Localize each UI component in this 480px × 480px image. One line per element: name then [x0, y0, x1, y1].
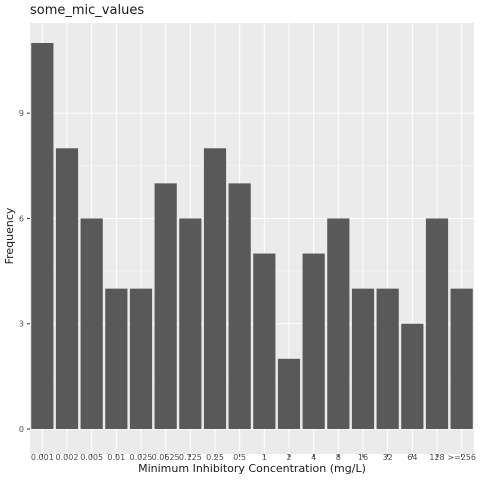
- x-axis-title: Minimum Inhibitory Concentration (mg/L): [138, 462, 366, 475]
- x-tick-label: 4: [311, 453, 316, 462]
- x-tick-label: 32: [383, 453, 393, 462]
- y-axis: 0 3 6 9: [19, 109, 30, 434]
- x-tick-label: 2: [286, 453, 291, 462]
- bar: [376, 288, 399, 429]
- y-axis-title: Frequency: [3, 207, 16, 264]
- plot-panel: [30, 23, 474, 454]
- x-tick-label: 0.025: [130, 453, 153, 462]
- x-tick-label: 0.25: [206, 453, 224, 462]
- bars: [31, 43, 473, 430]
- bar: [253, 253, 276, 429]
- bar: [327, 218, 350, 429]
- x-tick-label: 16: [358, 453, 368, 462]
- bar: [277, 358, 301, 429]
- bar: [228, 183, 251, 429]
- y-tick-label: 6: [19, 214, 24, 223]
- bar: [179, 218, 202, 429]
- x-tick-label: 0.0625: [152, 453, 180, 462]
- bar: [302, 253, 325, 429]
- x-tick-label: 8: [336, 453, 341, 462]
- y-tick-label: 9: [19, 109, 24, 118]
- x-tick-label: 0.002: [56, 453, 79, 462]
- bar: [31, 43, 54, 429]
- bar: [450, 288, 473, 429]
- bar: [425, 218, 449, 429]
- x-axis: 0.001 0.002 0.005 0.01 0.025 0.0625 0.125 0.25 0…: [31, 453, 476, 462]
- x-tick-label: 64: [407, 453, 417, 462]
- bar: [105, 288, 128, 429]
- x-tick-label: 0.01: [107, 453, 125, 462]
- bar: [401, 323, 424, 429]
- bar: [129, 288, 153, 429]
- x-tick-label: 0.5: [233, 453, 246, 462]
- x-tick-label: 128: [429, 453, 444, 462]
- bar: [351, 288, 375, 429]
- x-tick-label: 0.001: [31, 453, 54, 462]
- bar: [80, 218, 103, 429]
- x-tick-label: >=256: [447, 453, 476, 462]
- x-tick-label: 1: [262, 453, 267, 462]
- y-tick-label: 0: [19, 425, 24, 434]
- x-tick-label: 0.005: [80, 453, 103, 462]
- bar: [154, 183, 177, 429]
- bar: [55, 148, 79, 430]
- bar: [203, 148, 227, 430]
- chart-title: some_mic_values: [30, 3, 144, 18]
- x-tick-label: 0.125: [179, 453, 202, 462]
- y-tick-label: 3: [19, 320, 24, 329]
